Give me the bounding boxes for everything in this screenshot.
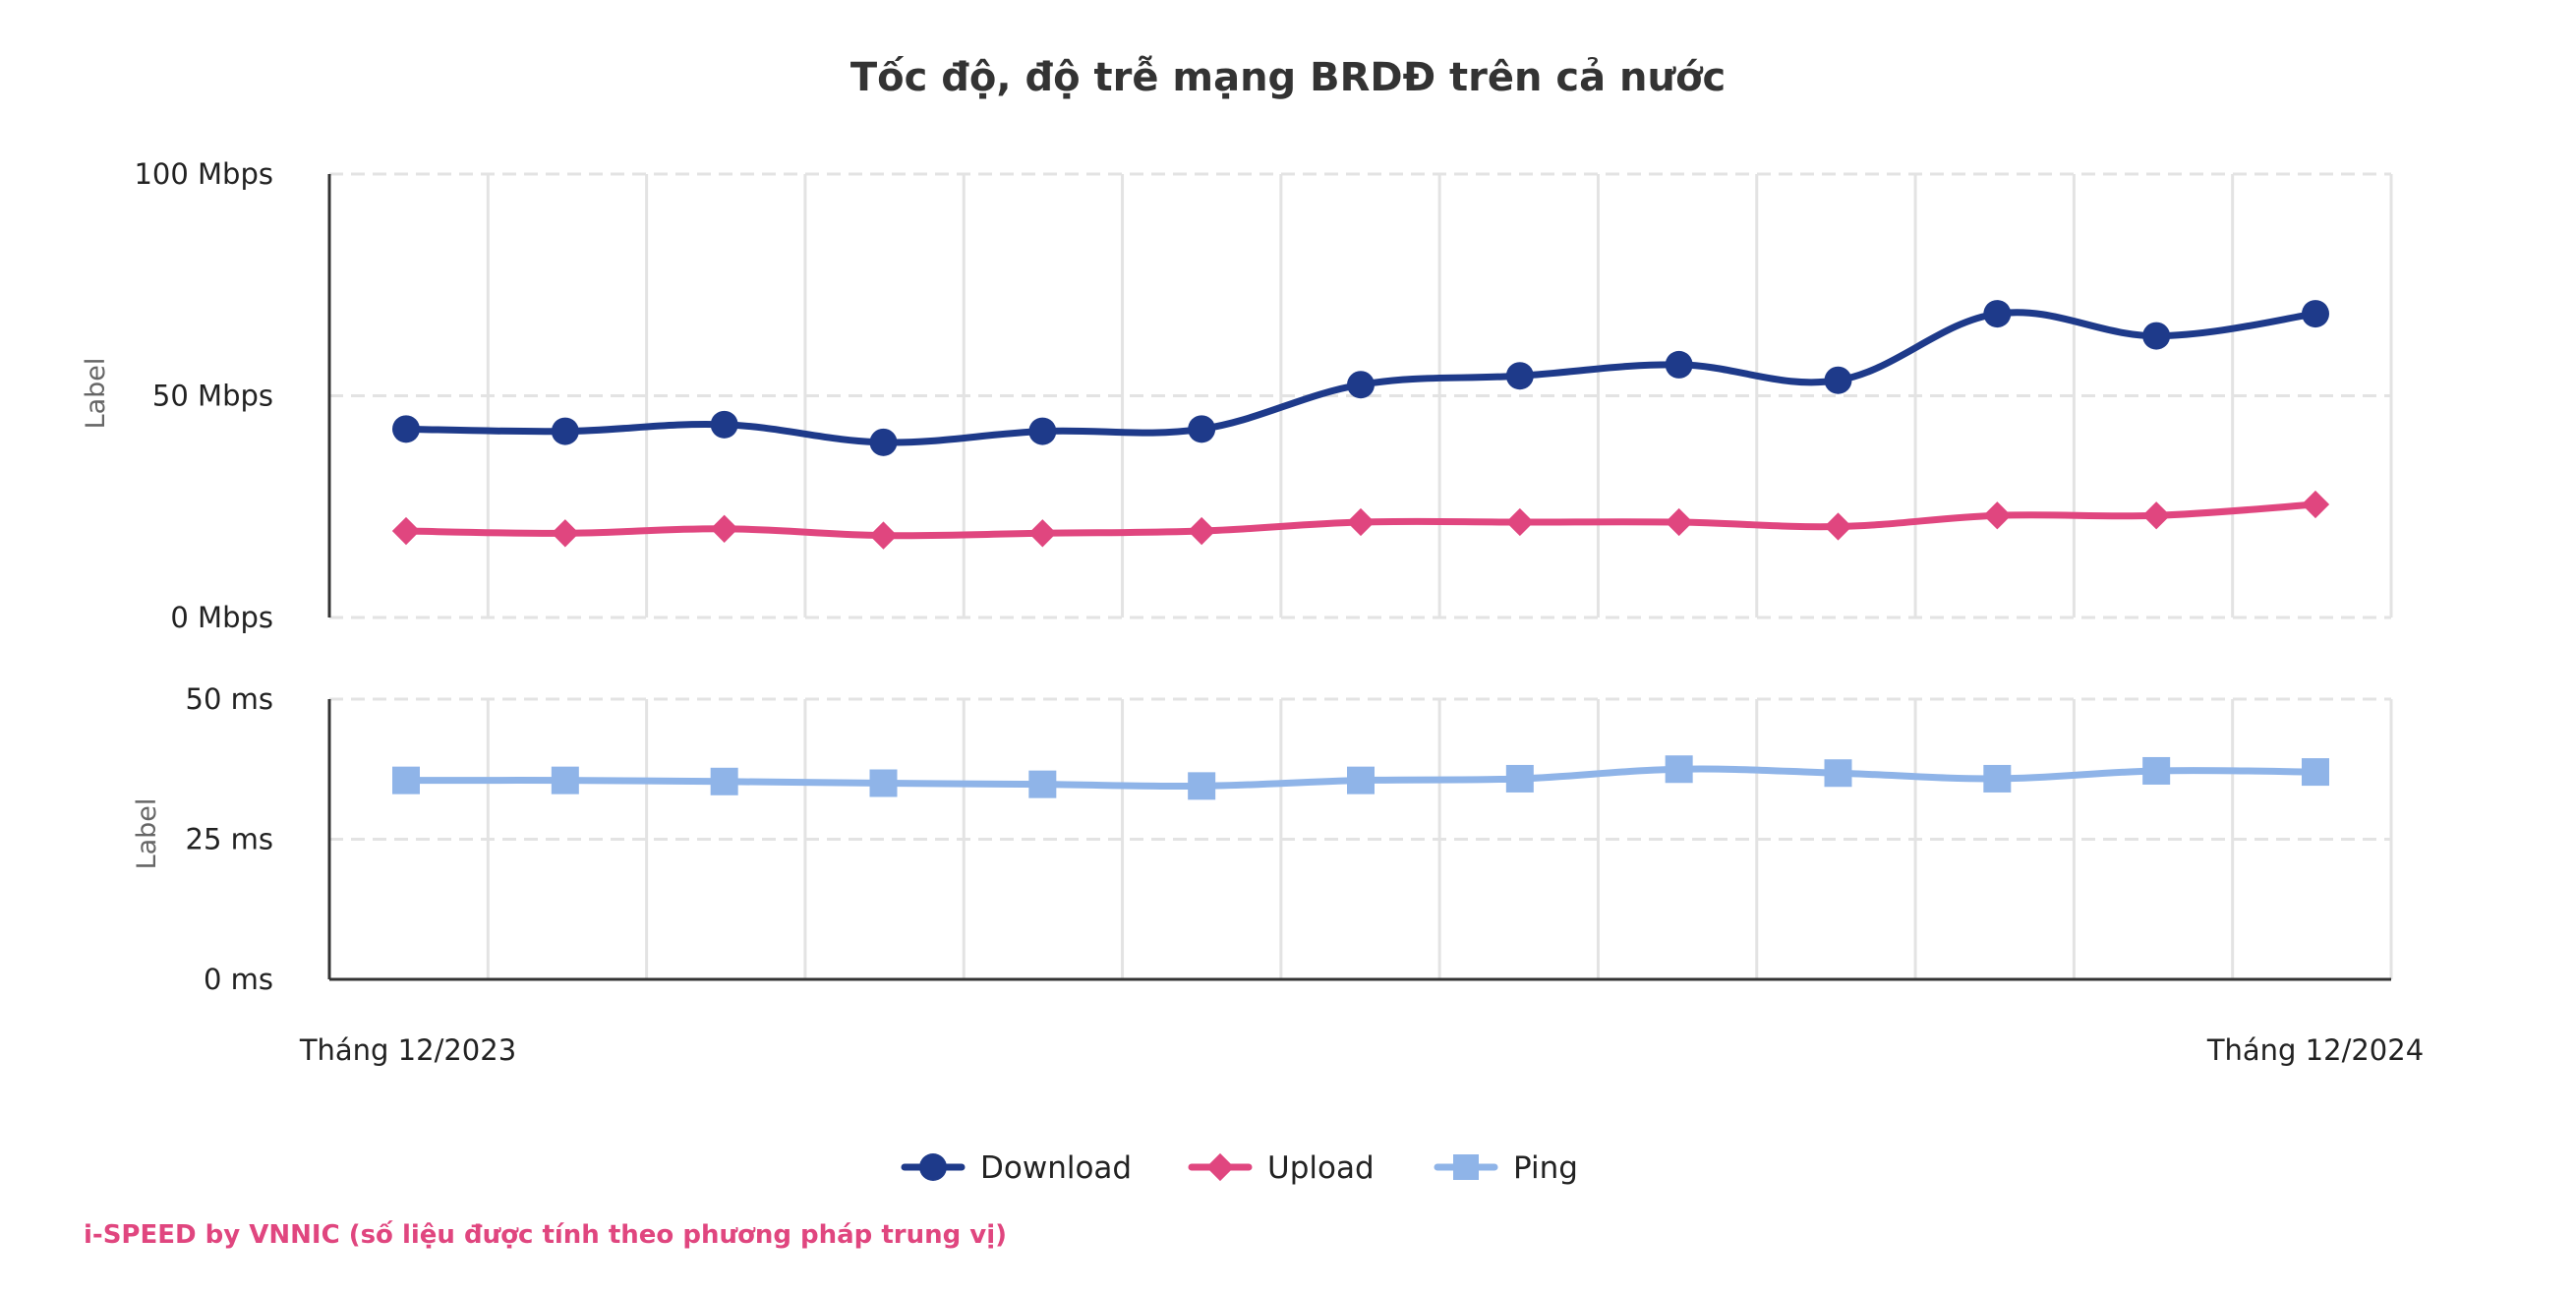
chart-title: Tốc độ, độ trễ mạng BRDĐ trên cả nước bbox=[850, 55, 1726, 100]
data-point-upload[interactable] bbox=[2301, 490, 2330, 519]
legend-marker-download bbox=[919, 1153, 947, 1181]
data-point-ping[interactable] bbox=[1505, 764, 1534, 793]
data-point-upload[interactable] bbox=[1983, 501, 2012, 530]
series bbox=[391, 300, 2330, 800]
data-point-download[interactable] bbox=[1665, 350, 1693, 379]
y-tick-label: 50 ms bbox=[186, 682, 273, 716]
data-point-download[interactable] bbox=[1188, 415, 1216, 443]
legend: Download Upload Ping bbox=[901, 1150, 1578, 1186]
y-tick-labels: 0 Mbps 50 Mbps 100 Mbps 0 ms 25 ms 50 ms bbox=[134, 157, 273, 996]
data-point-upload[interactable] bbox=[1188, 516, 1216, 546]
data-point-download[interactable] bbox=[1983, 300, 2012, 328]
data-point-upload[interactable] bbox=[2142, 501, 2171, 530]
footnote: i-SPEED by VNNIC (số liệu được tính theo… bbox=[84, 1219, 1007, 1250]
data-point-ping[interactable] bbox=[1665, 755, 1693, 784]
x-tick-label-end: Tháng 12/2024 bbox=[2206, 1033, 2424, 1067]
data-point-ping[interactable] bbox=[869, 769, 898, 797]
data-point-upload[interactable] bbox=[710, 514, 738, 543]
legend-label-ping: Ping bbox=[1513, 1150, 1578, 1186]
legend-label-download: Download bbox=[980, 1150, 1132, 1186]
data-point-upload[interactable] bbox=[391, 516, 421, 546]
data-point-upload[interactable] bbox=[1346, 507, 1376, 537]
speed-axis-title: Label bbox=[81, 358, 111, 430]
data-point-ping[interactable] bbox=[2142, 756, 2171, 785]
x-tick-label-start: Tháng 12/2023 bbox=[299, 1033, 516, 1067]
data-point-ping[interactable] bbox=[710, 767, 738, 795]
data-point-download[interactable] bbox=[2302, 300, 2329, 328]
data-point-download[interactable] bbox=[1347, 371, 1375, 399]
legend-label-upload: Upload bbox=[1267, 1150, 1375, 1186]
data-point-ping[interactable] bbox=[1983, 764, 2012, 793]
axes bbox=[327, 174, 2391, 981]
data-point-upload[interactable] bbox=[1028, 519, 1057, 548]
data-point-ping[interactable] bbox=[1028, 770, 1057, 798]
data-point-ping[interactable] bbox=[1824, 759, 1852, 788]
data-point-download[interactable] bbox=[1824, 366, 1852, 394]
legend-item-download[interactable]: Download bbox=[901, 1150, 1132, 1186]
legend-item-ping[interactable]: Ping bbox=[1434, 1150, 1578, 1186]
latency-axis-title: Label bbox=[132, 798, 162, 870]
legend-marker-upload bbox=[1205, 1152, 1235, 1182]
y-tick-label: 0 ms bbox=[204, 963, 273, 996]
y-tick-label: 0 Mbps bbox=[170, 601, 273, 634]
grid bbox=[327, 172, 2393, 979]
legend-marker-ping bbox=[1453, 1154, 1479, 1180]
data-point-upload[interactable] bbox=[551, 519, 579, 548]
data-point-download[interactable] bbox=[1028, 417, 1057, 445]
data-point-download[interactable] bbox=[869, 428, 898, 456]
y-tick-label: 25 ms bbox=[186, 823, 273, 856]
data-point-download[interactable] bbox=[1505, 362, 1534, 390]
data-point-upload[interactable] bbox=[1665, 507, 1693, 537]
data-point-ping[interactable] bbox=[1347, 766, 1375, 794]
data-point-download[interactable] bbox=[551, 417, 579, 445]
data-point-ping[interactable] bbox=[551, 766, 579, 794]
data-point-ping[interactable] bbox=[1188, 772, 1216, 800]
data-point-download[interactable] bbox=[710, 410, 738, 439]
data-point-upload[interactable] bbox=[1505, 507, 1534, 537]
y-tick-label: 100 Mbps bbox=[134, 157, 273, 191]
data-point-upload[interactable] bbox=[1824, 512, 1852, 541]
legend-item-upload[interactable]: Upload bbox=[1188, 1150, 1375, 1186]
data-point-ping[interactable] bbox=[392, 766, 420, 794]
data-point-ping[interactable] bbox=[2302, 758, 2329, 787]
y-tick-label: 50 Mbps bbox=[152, 380, 273, 413]
data-point-download[interactable] bbox=[392, 415, 420, 443]
data-point-upload[interactable] bbox=[869, 521, 898, 550]
data-point-download[interactable] bbox=[2142, 322, 2171, 350]
